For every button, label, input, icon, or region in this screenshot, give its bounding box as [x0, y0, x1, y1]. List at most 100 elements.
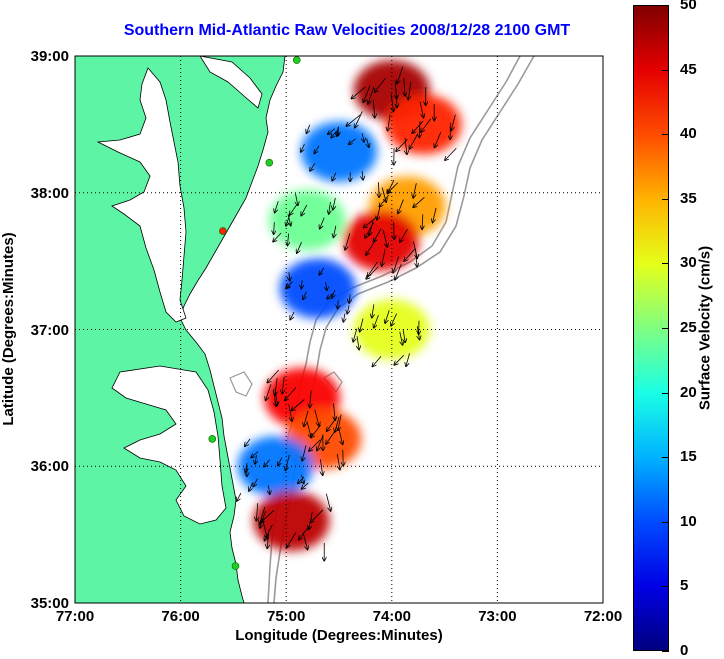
current-vector: [328, 128, 336, 134]
current-vector: [301, 204, 308, 216]
current-vector: [374, 314, 379, 328]
colorbar-tick-label: 5: [680, 577, 689, 595]
colorbar-tick-mark: [662, 263, 669, 265]
current-vector: [381, 187, 386, 202]
colorbar-tick-label: 40: [680, 125, 697, 143]
y-tick-label: 37:00: [31, 322, 69, 339]
x-tick-label: 72:00: [584, 608, 622, 625]
colorbar-tick-mark: [662, 69, 669, 71]
delaware-bay: [199, 56, 263, 109]
current-vector: [394, 355, 405, 365]
colorbar-tick-label: 30: [680, 254, 697, 272]
current-vector: [398, 199, 404, 214]
chart-title: Southern Mid-Atlantic Raw Velocities 200…: [123, 22, 571, 39]
current-vector: [304, 410, 309, 426]
current-vector: [345, 233, 351, 250]
current-vector: [245, 463, 247, 472]
current-vector: [278, 457, 283, 466]
current-vector: [333, 197, 336, 210]
current-vector: [317, 435, 324, 451]
current-vector: [285, 387, 297, 400]
current-vector: [256, 503, 257, 521]
current-vector: [351, 86, 366, 99]
current-vector: [290, 204, 297, 215]
current-vector: [349, 138, 356, 145]
colorbar-tick-label: 10: [680, 512, 697, 530]
current-vector: [377, 205, 381, 220]
current-vector: [301, 280, 302, 288]
current-vector: [387, 179, 395, 194]
current-vector: [255, 455, 257, 464]
current-vector: [366, 240, 376, 254]
chesapeake-bay: [96, 67, 187, 323]
colorbar-tick-mark: [662, 328, 669, 329]
radar-station-marker: [265, 158, 274, 167]
colorbar-tick-mark: [662, 586, 669, 588]
current-vector: [291, 399, 305, 410]
velocity-region-mid-shelf: [301, 121, 377, 182]
current-vector: [338, 414, 342, 431]
current-vector: [374, 228, 382, 242]
current-vector: [385, 310, 390, 323]
current-vector: [329, 202, 331, 214]
current-vector: [346, 114, 361, 126]
radar-station-marker: [231, 562, 240, 570]
current-vector: [320, 459, 322, 475]
current-vector: [382, 230, 387, 247]
current-vector: [353, 328, 358, 342]
y-axis: 39:00 38:00 37:00 36:00 35:00 Latitude (…: [0, 48, 69, 612]
current-vector: [451, 114, 456, 131]
colorbar-tick-mark: [662, 134, 669, 136]
current-vector: [397, 66, 404, 83]
colorbar-tick-mark: [662, 457, 669, 459]
current-vector: [262, 520, 267, 538]
current-vector: [368, 261, 378, 276]
current-vector: [249, 482, 253, 491]
current-vector: [378, 182, 379, 197]
current-vector: [333, 225, 335, 238]
current-vector: [419, 120, 420, 137]
x-axis-label: Longitude (Degrees:Minutes): [235, 627, 443, 644]
colorbar-tick-label: 50: [680, 0, 697, 13]
current-vector: [404, 247, 416, 261]
current-vector: [310, 390, 311, 408]
current-vector: [434, 132, 442, 147]
current-vector: [289, 272, 290, 280]
radar-station-marker: [208, 435, 217, 443]
current-vector: [297, 242, 302, 253]
current-vector: [301, 474, 303, 484]
current-vector: [290, 311, 295, 320]
current-vector: [404, 77, 405, 96]
current-vector: [365, 222, 374, 238]
current-vector: [357, 336, 359, 349]
current-vector: [399, 331, 403, 345]
current-vector: [403, 328, 405, 342]
current-vector: [391, 313, 398, 326]
velocity-region-western-nearshore: [269, 190, 346, 251]
current-vector: [274, 222, 275, 234]
current-vector: [333, 403, 335, 420]
colorbar-tick-label: 0: [680, 642, 689, 659]
current-vector: [412, 120, 424, 133]
colorbar-tick-label: 15: [680, 448, 697, 466]
current-vector: [245, 438, 251, 446]
current-vector: [275, 201, 279, 212]
velocity-region-central-shelf: [279, 258, 356, 319]
current-vector: [320, 217, 325, 229]
current-vector: [445, 148, 457, 160]
current-vector: [310, 163, 316, 171]
y-tick-label: 36:00: [31, 458, 69, 475]
y-tick-label: 38:00: [31, 185, 69, 202]
colorbar-tick-mark: [662, 651, 669, 652]
x-tick-label: 76:00: [161, 608, 199, 625]
current-vector: [400, 228, 408, 242]
colorbar-tick-label: 25: [680, 319, 697, 336]
current-vector: [303, 291, 306, 300]
current-vector: [388, 114, 391, 130]
current-vector: [373, 99, 374, 118]
colorbar-label: Surface Velocity (cm/s): [696, 245, 714, 411]
current-vector: [264, 459, 270, 467]
current-vector: [405, 137, 407, 154]
current-vector: [253, 478, 258, 487]
